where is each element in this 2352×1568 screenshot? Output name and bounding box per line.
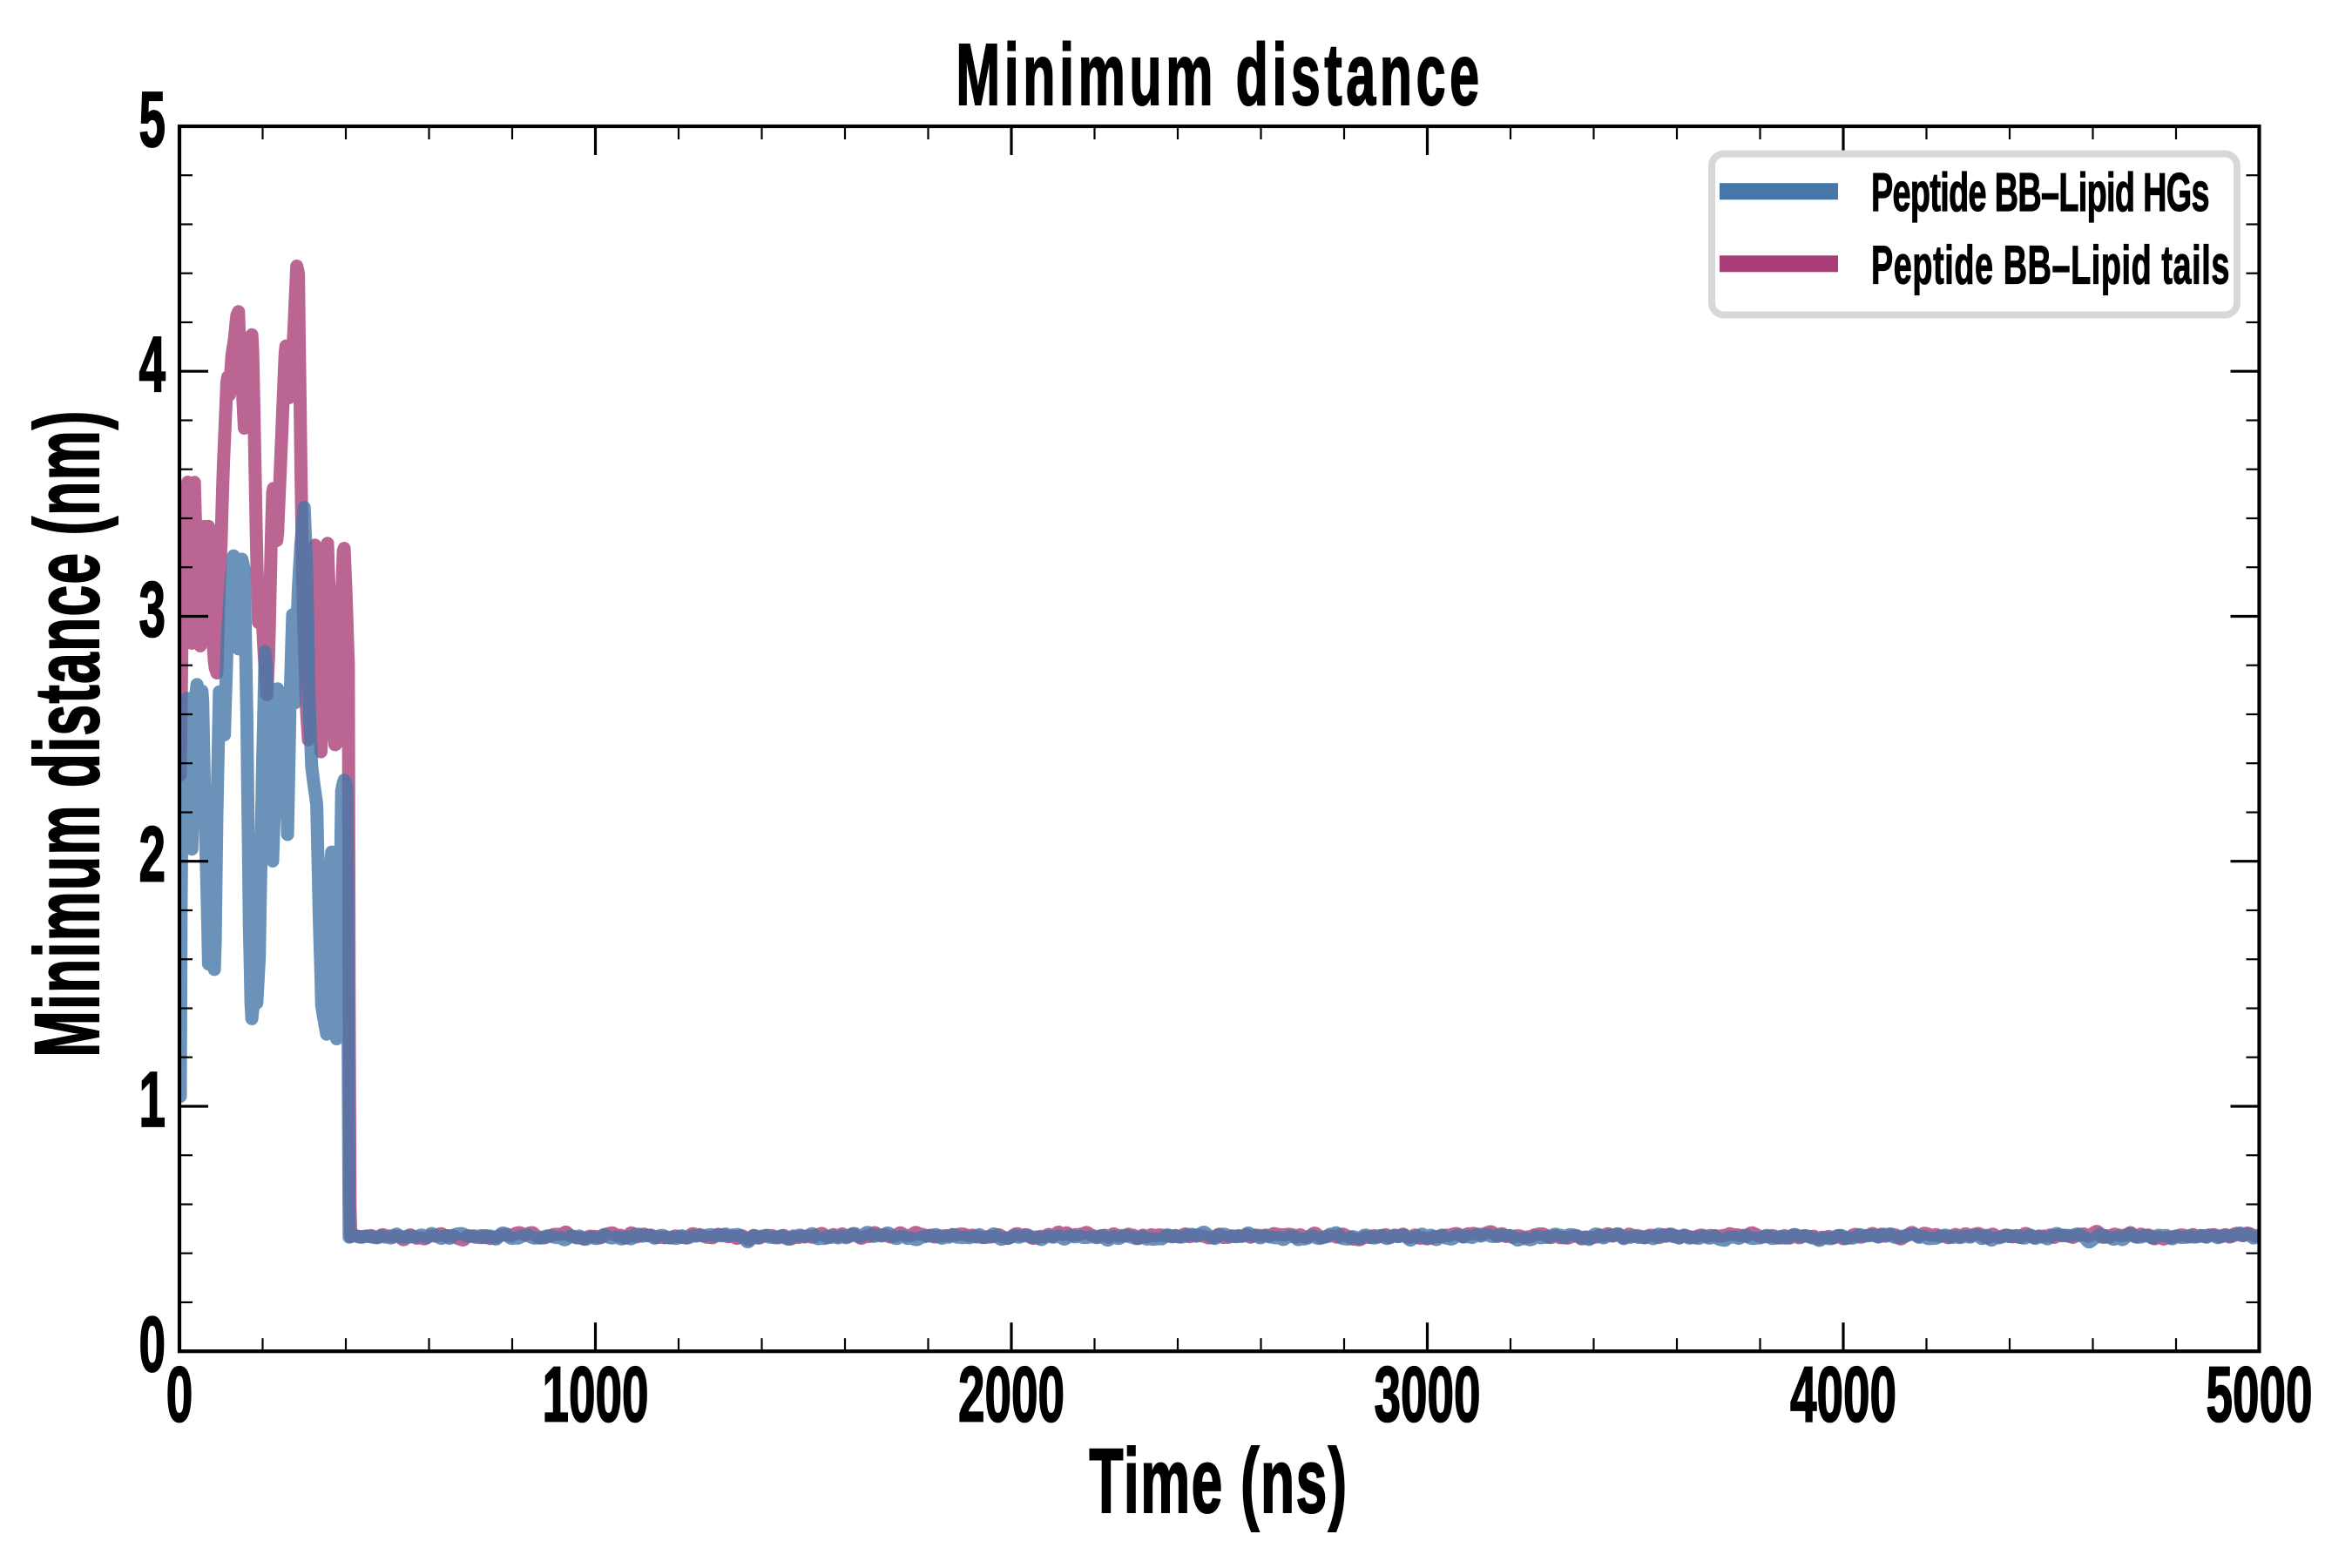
svg-text:5: 5	[139, 76, 166, 163]
svg-text:3: 3	[139, 566, 166, 653]
svg-text:0: 0	[166, 1351, 193, 1438]
svg-text:0: 0	[139, 1301, 166, 1388]
svg-text:4000: 4000	[1790, 1351, 1896, 1438]
svg-text:Peptide BB–Lipid HGs: Peptide BB–Lipid HGs	[1871, 163, 2209, 223]
svg-text:2: 2	[139, 811, 166, 898]
svg-text:1: 1	[139, 1056, 166, 1143]
svg-text:2000: 2000	[958, 1351, 1064, 1438]
svg-text:5000: 5000	[2206, 1351, 2312, 1438]
svg-text:Minimum distance: Minimum distance	[956, 25, 1483, 123]
svg-text:1000: 1000	[542, 1351, 648, 1438]
svg-text:Peptide BB–Lipid tails: Peptide BB–Lipid tails	[1871, 235, 2230, 295]
svg-text:Time (ns): Time (ns)	[1089, 1430, 1348, 1532]
svg-text:3000: 3000	[1374, 1351, 1480, 1438]
svg-text:Minimum distance (nm): Minimum distance (nm)	[17, 409, 118, 1057]
svg-text:4: 4	[139, 321, 166, 408]
